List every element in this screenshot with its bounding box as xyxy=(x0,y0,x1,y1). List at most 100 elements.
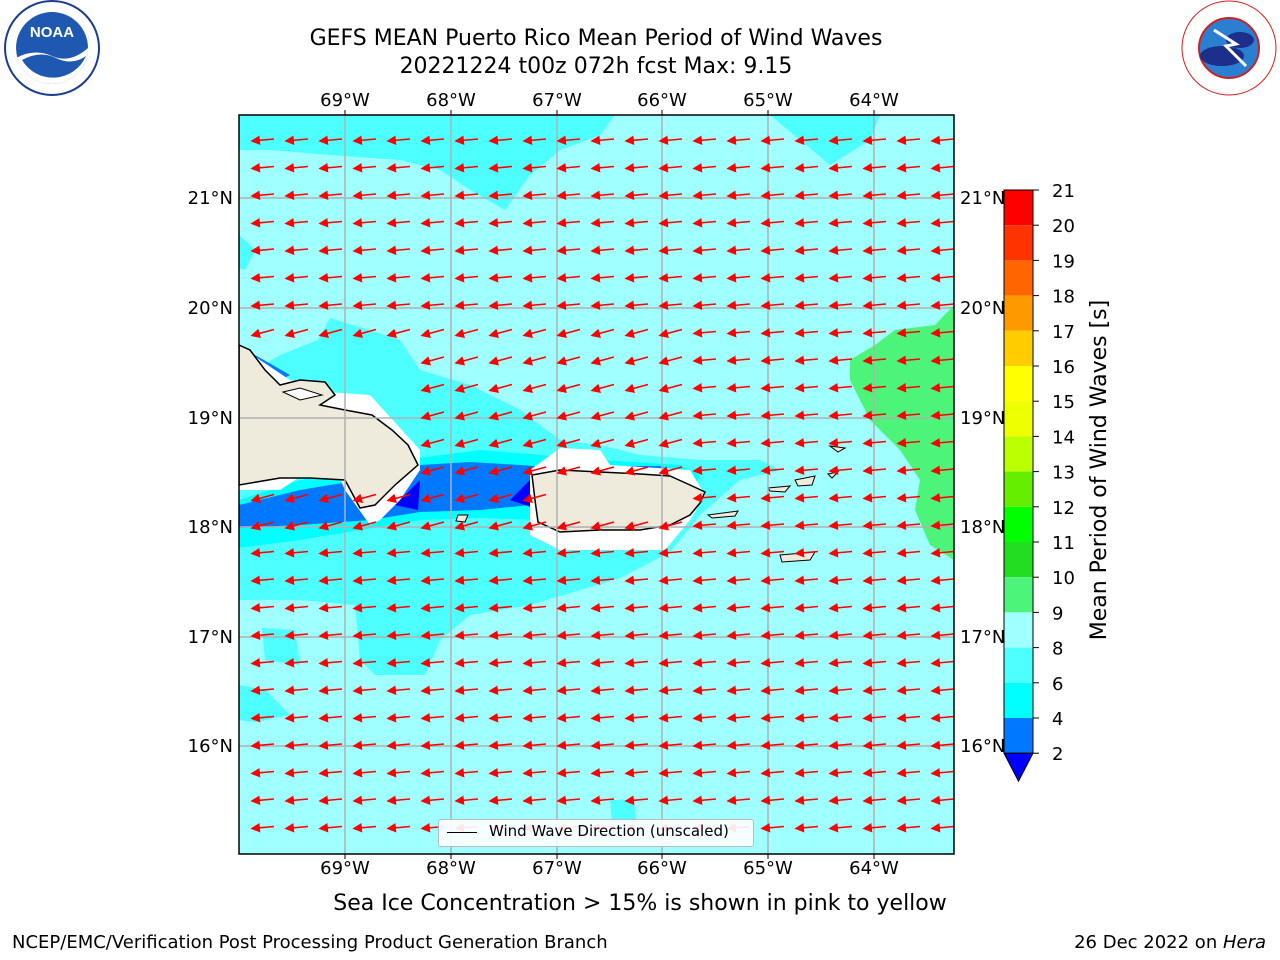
lon-label-top: 67°W xyxy=(532,90,582,111)
wave-vector xyxy=(760,300,785,311)
wave-vector xyxy=(760,327,785,338)
wave-vector xyxy=(590,411,615,421)
wave-vector xyxy=(624,657,649,668)
wave-vector xyxy=(318,521,343,531)
wave-vector xyxy=(488,272,513,283)
wave-vector xyxy=(692,492,717,503)
wave-vector xyxy=(522,383,547,394)
wave-vector xyxy=(318,740,343,751)
wave-vector xyxy=(794,630,819,641)
wave-vector xyxy=(726,767,751,778)
wave-vector xyxy=(862,355,887,366)
wave-vector xyxy=(454,135,479,146)
wave-vector xyxy=(522,300,547,311)
wave-vector xyxy=(930,685,954,696)
wave-vector xyxy=(590,630,615,641)
wave-vector xyxy=(250,630,275,641)
wave-vector xyxy=(624,630,649,641)
wave-vector xyxy=(794,520,819,531)
wave-vector xyxy=(794,712,819,723)
wave-vector xyxy=(726,712,751,723)
wave-vector xyxy=(828,657,853,668)
wave-vector xyxy=(692,657,717,668)
wave-vector xyxy=(420,300,445,311)
wave-vector xyxy=(862,740,887,751)
wave-vector xyxy=(386,712,411,723)
wave-vector xyxy=(896,712,921,723)
wave-vector xyxy=(488,630,513,641)
lat-label-right: 19°N xyxy=(960,408,1005,429)
wave-vector xyxy=(760,547,785,558)
wave-vector xyxy=(760,602,785,613)
wave-vector xyxy=(352,712,377,723)
wave-vector xyxy=(284,822,309,833)
wave-vector xyxy=(352,740,377,751)
wave-vector xyxy=(794,355,819,366)
colorbar-segment xyxy=(1004,330,1033,366)
map-area xyxy=(239,115,954,854)
wave-vector xyxy=(862,272,887,283)
colorbar-segment xyxy=(1004,577,1033,613)
wind-wave-vectors xyxy=(250,135,954,833)
wave-vector xyxy=(284,630,309,641)
wave-vector xyxy=(250,822,275,833)
wave-vector xyxy=(250,547,275,558)
wave-vector xyxy=(420,356,445,366)
wave-vector xyxy=(828,410,853,421)
wave-vector xyxy=(250,575,275,586)
wave-vector xyxy=(726,657,751,668)
wave-vector xyxy=(760,382,785,393)
wave-vector xyxy=(930,217,954,228)
wave-vector xyxy=(760,492,785,503)
map-frame xyxy=(238,114,955,855)
wave-vector xyxy=(352,822,377,833)
wave-vector xyxy=(318,685,343,696)
wave-vector xyxy=(386,245,411,256)
wave-vector xyxy=(658,547,683,558)
wave-vector xyxy=(726,245,751,256)
wave-vector xyxy=(692,437,717,448)
wave-vector xyxy=(522,657,547,668)
wave-vector xyxy=(284,795,309,806)
wave-vector xyxy=(930,162,954,173)
colorbar-segment xyxy=(1004,471,1033,507)
wave-vector xyxy=(692,575,717,586)
wave-vector xyxy=(930,135,954,146)
wave-vector xyxy=(318,328,343,339)
wave-vector xyxy=(658,217,683,228)
wave-vector xyxy=(624,356,649,366)
wave-vector xyxy=(828,272,853,283)
wave-vector xyxy=(590,190,615,201)
wave-vector xyxy=(590,328,615,339)
wave-vector xyxy=(590,135,615,146)
lon-label-top: 69°W xyxy=(320,90,370,111)
colorbar-segment xyxy=(1004,612,1033,648)
colorbar-segment xyxy=(1004,682,1033,718)
wave-vector xyxy=(488,795,513,806)
map-legend: Wind Wave Direction (unscaled) xyxy=(438,819,754,847)
wave-vector xyxy=(726,410,751,421)
wave-vector xyxy=(488,135,513,146)
wave-vector xyxy=(386,547,411,558)
wave-vector xyxy=(352,602,377,613)
wave-vector xyxy=(522,245,547,256)
wave-vector xyxy=(420,712,445,723)
wave-vector xyxy=(692,162,717,173)
wave-vector xyxy=(318,217,343,228)
wave-vector xyxy=(488,411,513,421)
wave-vector xyxy=(726,217,751,228)
wave-vector xyxy=(284,493,309,504)
period-zone-6-8 xyxy=(770,115,880,165)
wave-vector xyxy=(522,630,547,641)
wave-vector xyxy=(318,190,343,201)
wave-vector xyxy=(692,272,717,283)
wave-vector xyxy=(250,602,275,613)
hispaniola-landmass xyxy=(239,344,419,509)
wave-vector xyxy=(896,492,921,503)
wave-vector xyxy=(352,575,377,586)
wave-vector xyxy=(318,712,343,723)
lat-label-right: 16°N xyxy=(960,736,1005,757)
lat-label-right: 21°N xyxy=(960,188,1005,209)
wave-vector xyxy=(318,575,343,586)
wave-vector xyxy=(692,327,717,338)
